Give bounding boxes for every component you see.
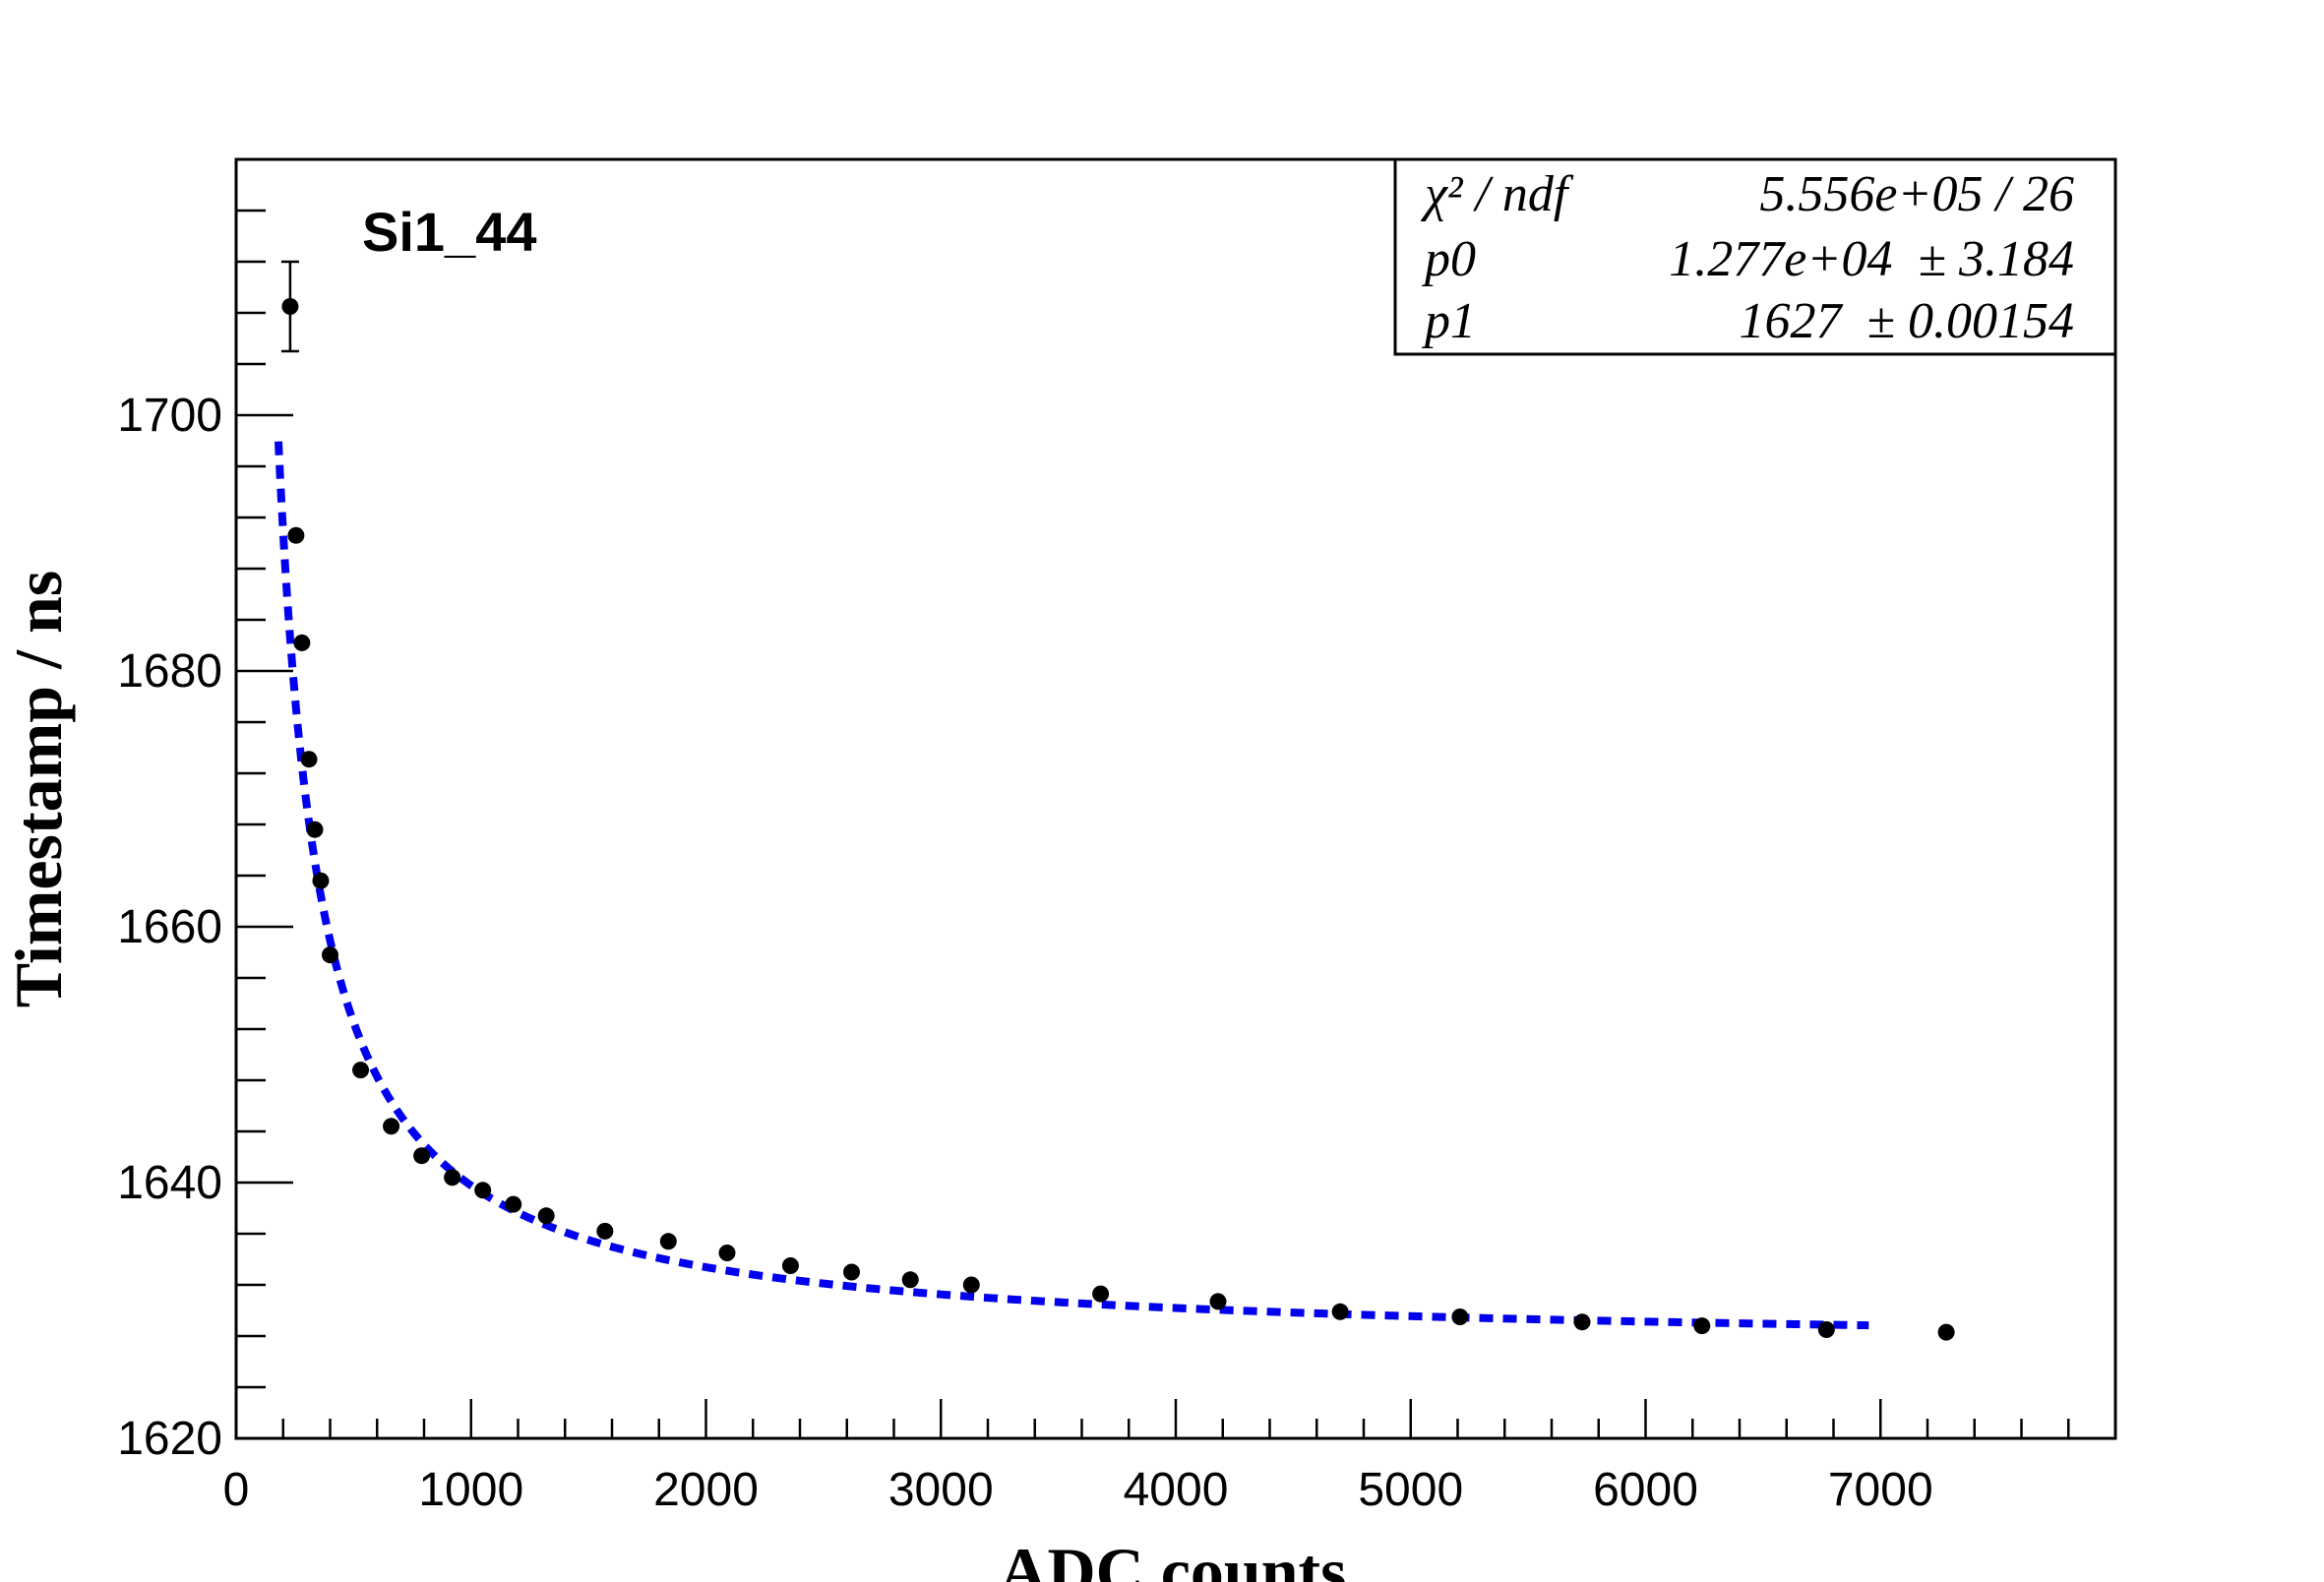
x-tick-label: 5000 [1358,1464,1463,1516]
plot-frame [234,157,2117,1440]
data-point [474,1182,492,1199]
data-point [843,1263,861,1281]
data-point [596,1222,614,1240]
data-point [322,946,338,964]
data-point [1451,1308,1469,1325]
data-point [1573,1313,1591,1331]
y-tick-label: 1680 [117,645,222,698]
data-point [383,1118,400,1135]
y-tick-label: 1640 [117,1157,222,1209]
data-point [1331,1303,1349,1320]
stats-value-p0: 1.277e+04 ± 3.184 [1669,231,2074,287]
data-point [1092,1285,1110,1303]
data-point [781,1257,799,1274]
data-point [287,526,305,544]
stats-label-chi2: χ² / ndf [1420,166,1574,222]
x-tick-label: 7000 [1828,1464,1933,1516]
data-point [413,1147,431,1165]
data-point [281,298,299,315]
data-point [659,1233,677,1250]
x-tick-label: 0 [223,1464,250,1516]
fit-stats-box: χ² / ndf 5.556e+05 / 26 p0 1.277e+04 ± 3… [1393,157,2117,356]
stats-box-frame [1393,157,2117,356]
x-tick-label: 2000 [653,1464,759,1516]
stats-value-p1: 1627 ± 0.00154 [1739,293,2074,349]
x-tick-label: 4000 [1124,1464,1229,1516]
y-tick-label: 1700 [117,390,222,442]
data-point [962,1276,980,1294]
data-point [306,821,324,838]
data-point [444,1169,461,1186]
stats-label-p0: p0 [1421,231,1476,287]
stats-value-chi2: 5.556e+05 / 26 [1759,166,2074,222]
data-point [901,1271,919,1289]
plot-annotation: Si1_44 [362,201,537,263]
data-point [1817,1321,1835,1338]
data-point [1209,1293,1227,1310]
data-point [300,751,318,768]
y-tick-label: 1660 [117,901,222,953]
fit-layer [274,441,1869,1330]
data-point [293,634,311,651]
data-point [718,1245,736,1261]
data-point [505,1195,522,1213]
data-points [280,260,1955,1341]
y-tick-label: 1620 [117,1413,222,1465]
fit-curve [274,441,1869,1330]
data-point [352,1062,370,1079]
data-point [312,872,330,889]
stats-label-p1: p1 [1421,293,1476,349]
x-tick-label: 6000 [1593,1464,1698,1516]
axis-tick-labels: 0 1000 2000 3000 4000 5000 6000 7000 1620 1640 166… [117,390,1932,1516]
data-point [1693,1317,1711,1335]
x-tick-label: 3000 [888,1464,994,1516]
y-axis-title: Timestamp / ns [1,571,76,1008]
x-tick-label: 1000 [418,1464,523,1516]
x-axis-title: ADC counts [999,1534,1346,1582]
data-point [1937,1323,1955,1341]
data-point [537,1207,555,1225]
